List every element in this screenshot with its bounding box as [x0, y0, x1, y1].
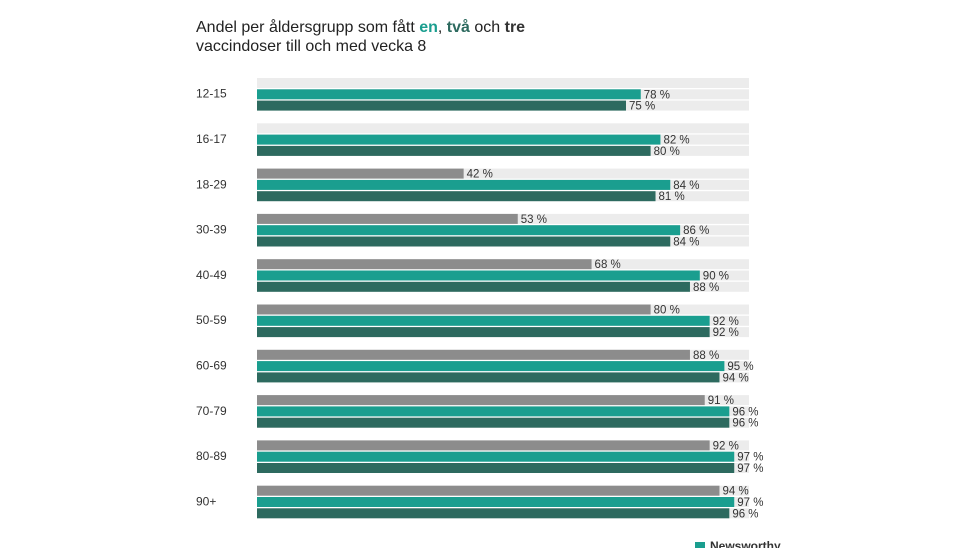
- brand-icon: [695, 542, 705, 548]
- bar: [257, 361, 725, 372]
- y-tick-label: 40-49: [196, 268, 227, 282]
- value-label: 80 %: [654, 305, 680, 317]
- bar: [257, 315, 710, 326]
- y-tick-label: 90+: [196, 494, 216, 508]
- subtitle-end: vaccindoser till och med vecka 8: [196, 38, 426, 55]
- track: [257, 123, 749, 134]
- value-label: 97 %: [737, 452, 763, 464]
- bar: [257, 168, 464, 179]
- value-label: 78 %: [644, 89, 670, 101]
- y-tick-label: 12-15: [196, 87, 227, 101]
- value-label: 90 %: [703, 271, 729, 283]
- bar: [257, 395, 705, 406]
- subtitle-series: två: [447, 18, 470, 36]
- subtitle-series: en: [419, 19, 438, 36]
- value-label: 96 %: [732, 508, 758, 520]
- value-label: 94 %: [722, 372, 748, 384]
- value-label: 42 %: [467, 169, 493, 181]
- value-label: 88 %: [693, 282, 719, 294]
- bar: [257, 349, 690, 360]
- bar: [257, 463, 735, 473]
- bar: [257, 508, 730, 519]
- y-tick-label: 18-29: [196, 177, 227, 191]
- value-label: 96 %: [732, 406, 758, 418]
- value-label: 91 %: [708, 395, 734, 407]
- value-label: 92 %: [713, 316, 739, 328]
- bar: [257, 497, 735, 507]
- bar: [257, 304, 651, 315]
- value-label: 92 %: [713, 440, 739, 452]
- value-label: 94 %: [722, 486, 748, 498]
- y-tick-label: 50-59: [196, 313, 227, 327]
- bar: [257, 485, 720, 496]
- bar: [257, 417, 730, 428]
- value-label: 97 %: [737, 463, 763, 475]
- bar: [257, 100, 626, 111]
- bar: [257, 451, 735, 462]
- value-label: 53 %: [521, 214, 547, 226]
- bar: [257, 213, 518, 224]
- bar: [257, 191, 656, 202]
- value-label: 96 %: [732, 418, 758, 430]
- value-label: 80 %: [654, 146, 680, 158]
- y-tick-label: 80-89: [196, 449, 227, 463]
- value-label: 84 %: [673, 237, 699, 249]
- subtitle-part: Andel per åldersgrupp som fått: [196, 18, 419, 36]
- y-tick-label: 60-69: [196, 358, 227, 372]
- bar: [257, 259, 592, 270]
- bar: [257, 440, 710, 451]
- y-tick-label: 16-17: [196, 132, 227, 146]
- bar: [257, 179, 671, 190]
- value-label: 97 %: [737, 497, 763, 509]
- track: [257, 168, 749, 179]
- bar: [257, 372, 720, 383]
- bar: [257, 270, 700, 281]
- value-label: 84 %: [673, 180, 699, 192]
- value-label: 68 %: [595, 259, 621, 271]
- bar: [257, 145, 651, 156]
- bar: [257, 236, 671, 247]
- subtitle-part: ,: [438, 19, 447, 36]
- bar: [257, 327, 710, 338]
- value-label: 88 %: [693, 350, 719, 362]
- bar: [257, 134, 661, 145]
- value-label: 75 %: [629, 101, 655, 113]
- value-label: 92 %: [713, 327, 739, 339]
- value-label: 81 %: [659, 191, 685, 203]
- value-label: 86 %: [683, 225, 709, 237]
- subtitle-part: och: [470, 19, 505, 36]
- value-label: 82 %: [663, 135, 689, 147]
- value-label: 95 %: [727, 361, 753, 373]
- bar: [257, 225, 681, 236]
- bar: [257, 89, 641, 100]
- bar: [257, 406, 730, 417]
- track: [257, 78, 749, 88]
- bar: [257, 281, 690, 292]
- y-tick-label: 30-39: [196, 223, 227, 237]
- subtitle-series: tre: [505, 19, 526, 36]
- subtitle: Andel per åldersgrupp som fått en, två o…: [196, 18, 525, 36]
- brand: Newsworthy: [710, 539, 781, 548]
- y-tick-label: 70-79: [196, 404, 227, 418]
